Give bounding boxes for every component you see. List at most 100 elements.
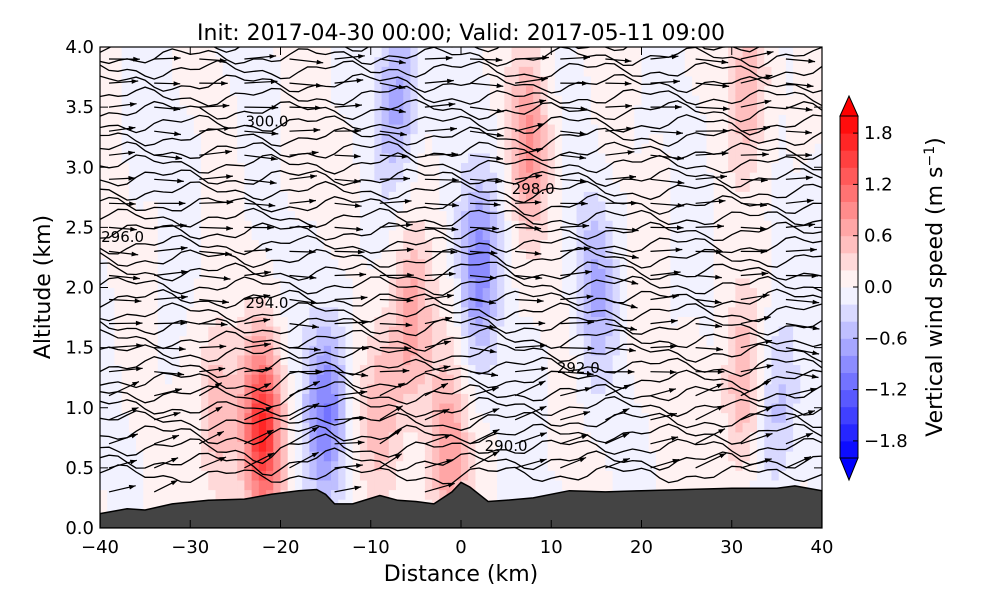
wind-cell <box>648 374 657 385</box>
wind-cell <box>157 297 166 308</box>
wind-cell <box>388 306 397 317</box>
wind-cell <box>164 364 173 375</box>
wind-cell <box>121 162 130 173</box>
wind-cell <box>605 383 614 394</box>
wind-cell <box>504 287 513 298</box>
wind-cell <box>309 229 318 240</box>
wind-cell <box>461 239 469 250</box>
wind-cell <box>475 162 484 173</box>
wind-cell <box>186 191 195 202</box>
wind-cell <box>713 104 722 115</box>
wind-cell <box>482 200 491 212</box>
wind-cell <box>316 268 325 279</box>
wind-cell <box>107 104 116 115</box>
wind-cell <box>294 143 303 154</box>
wind-cell <box>446 56 455 67</box>
wind-cell <box>764 56 773 67</box>
wind-cell <box>634 297 643 308</box>
wind-cell <box>222 287 231 298</box>
wind-cell <box>338 422 347 433</box>
wind-cell <box>323 181 332 192</box>
wind-cell <box>562 239 570 250</box>
wind-cell <box>446 239 455 250</box>
wind-cell <box>287 316 296 327</box>
wind-cell <box>114 200 123 212</box>
wind-cell <box>612 441 621 452</box>
wind-cell <box>590 441 599 452</box>
wind-cell <box>540 335 549 346</box>
wind-cell <box>251 451 260 462</box>
wind-cell <box>627 306 635 317</box>
wind-cell <box>598 114 606 125</box>
wind-cell <box>699 162 708 173</box>
wind-cell <box>388 316 397 327</box>
wind-cell <box>136 460 144 471</box>
wind-cell <box>215 75 224 87</box>
wind-cell <box>294 374 303 385</box>
wind-cell <box>179 56 188 67</box>
wind-cell <box>215 335 224 346</box>
wind-cell <box>287 451 296 462</box>
wind-cell <box>287 325 296 337</box>
wind-cell <box>403 123 412 135</box>
wind-cell <box>482 258 491 269</box>
wind-cell <box>237 335 245 346</box>
wind-cell <box>453 316 462 327</box>
wind-cell <box>201 95 209 106</box>
wind-cell <box>150 441 159 452</box>
wind-cell <box>706 460 715 471</box>
wind-cell <box>525 220 534 231</box>
wind-cell <box>785 133 794 144</box>
wind-cell <box>381 85 390 96</box>
wind-cell <box>562 287 570 298</box>
wind-cell <box>497 489 505 500</box>
wind-cell <box>525 277 534 289</box>
wind-cell <box>258 354 267 366</box>
wind-cell <box>273 325 282 337</box>
wind-cell <box>511 316 520 327</box>
wind-cell <box>468 297 477 308</box>
wind-cell <box>728 287 736 298</box>
wind-cell <box>417 335 426 346</box>
wind-cell <box>302 75 310 87</box>
wind-cell <box>323 75 332 87</box>
wind-cell <box>627 431 635 443</box>
wind-cell <box>287 441 296 452</box>
wind-cell <box>222 268 231 279</box>
wind-cell <box>814 412 822 423</box>
wind-cell <box>367 383 375 394</box>
wind-cell <box>114 383 123 394</box>
wind-cell <box>100 441 108 452</box>
wind-cell <box>655 104 664 115</box>
wind-cell <box>663 200 671 212</box>
wind-cell <box>518 172 527 183</box>
wind-cell <box>497 210 505 221</box>
wind-cell <box>641 374 650 385</box>
wind-cell <box>208 287 217 298</box>
wind-cell <box>121 316 130 327</box>
wind-cell <box>403 249 412 260</box>
wind-cell <box>800 152 809 164</box>
wind-cell <box>807 441 816 452</box>
wind-cell <box>699 325 708 337</box>
wind-cell <box>699 470 708 481</box>
wind-cell <box>554 325 563 337</box>
wind-cell <box>280 354 289 366</box>
wind-cell <box>381 47 390 58</box>
wind-cell <box>432 431 440 443</box>
wind-cell <box>706 104 715 115</box>
wind-cell <box>309 220 318 231</box>
wind-cell <box>663 123 671 135</box>
wind-cell <box>388 268 397 279</box>
wind-cell <box>540 114 549 125</box>
wind-cell <box>157 152 166 164</box>
wind-cell <box>294 460 303 471</box>
wind-cell <box>562 56 570 67</box>
wind-cell <box>562 143 570 154</box>
wind-cell <box>432 345 440 356</box>
wind-cell <box>403 277 412 289</box>
wind-cell <box>518 479 527 491</box>
wind-cell <box>742 220 751 231</box>
wind-cell <box>785 104 794 115</box>
wind-cell <box>157 66 166 77</box>
